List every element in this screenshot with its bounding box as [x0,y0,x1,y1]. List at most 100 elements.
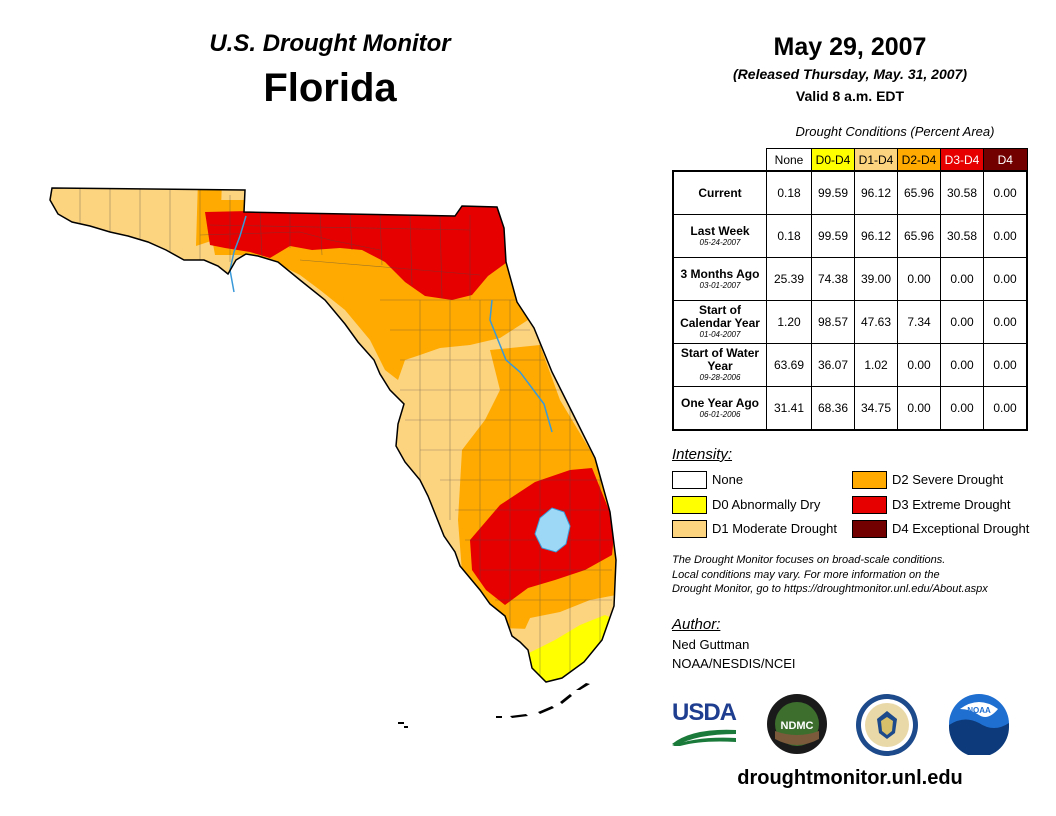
commerce-seal-logo [856,694,918,756]
apalachicola-river [229,215,247,293]
florida-keys [398,683,590,728]
legend-label: D2 Severe Drought [892,472,1004,487]
row-label: Last Week 05-24-2007 [672,214,767,258]
value-cell: 1.02 [854,343,898,387]
table-row: Start of Water Year 09-28-2006 63.69 36.07 1… [672,343,1028,387]
row-date: 01-04-2007 [699,330,741,339]
value-cell: 65.96 [897,170,941,215]
column-header-d3-d4: D3-D4 [940,148,984,172]
value-cell: 99.59 [811,214,855,258]
value-cell: 0.00 [940,386,984,431]
legend-swatch [672,496,707,514]
value-cell: 0.00 [940,257,984,301]
value-cell: 0.00 [983,170,1028,215]
note-line-2: Local conditions may vary. For more info… [672,568,940,581]
author-title: Author: [672,616,721,633]
zone-d3-north [205,205,510,300]
disclaimer-note: The Drought Monitor focuses on broad-sca… [672,553,1042,597]
table-body: Current 0.18 99.59 96.12 65.96 30.58 0.00 Last … [672,170,1028,431]
legend-swatch [852,520,887,538]
column-header-d0-d4: D0-D4 [811,148,855,172]
row-label-text: Start of Water Year [680,346,760,373]
map-date: May 29, 2007 [773,33,927,61]
note-line-1: The Drought Monitor focuses on broad-sca… [672,554,946,566]
st-johns-river [489,299,553,433]
table-row: Current 0.18 99.59 96.12 65.96 30.58 0.00 [672,170,1028,215]
author-org: NOAA/NESDIS/NCEI [672,656,796,671]
value-cell: 0.00 [897,343,941,387]
column-header-row: None D0-D4 D1-D4 D2-D4 D3-D4 D4 [673,148,1028,172]
table-row: One Year Ago 06-01-2006 31.41 68.36 34.75 0.0… [672,386,1028,431]
website-url[interactable]: droughtmonitor.unl.edu [737,767,963,789]
value-cell: 31.41 [766,386,812,431]
florida-drought-map [49,187,617,728]
row-label: One Year Ago 06-01-2006 [672,386,767,431]
value-cell: 7.34 [897,300,941,344]
value-cell: 0.00 [897,257,941,301]
column-header-none: None [766,148,812,172]
value-cell: 74.38 [811,257,855,301]
row-label-text: Last Week [690,223,750,238]
value-cell: 47.63 [854,300,898,344]
row-date: 05-24-2007 [699,237,741,247]
legend-title: Intensity: [672,446,733,463]
noaa-logo-text: NOAA [967,706,991,715]
ndmc-logo-text: NDMC [781,720,814,732]
legend-label: D3 Extreme Drought [892,497,1011,512]
release-date: (Released Thursday, May. 31, 2007) [733,66,967,82]
legend-label: D4 Exceptional Drought [892,521,1030,536]
legend-swatch [852,496,887,514]
value-cell: 63.69 [766,343,812,387]
row-label: 3 Months Ago 03-01-2007 [672,257,767,301]
author-name: Ned Guttman [672,637,750,652]
value-cell: 30.58 [940,170,984,215]
value-cell: 0.00 [983,257,1028,301]
value-cell: 1.20 [766,300,812,344]
row-date: 09-28-2006 [699,373,741,382]
corner-cell [673,149,767,172]
valid-time: Valid 8 a.m. EDT [795,88,905,104]
noaa-logo: NOAA [949,694,1009,755]
value-cell: 34.75 [854,386,898,431]
row-label-text: Current [698,185,742,200]
table-row: 3 Months Ago 03-01-2007 25.39 74.38 39.00 0.0… [672,257,1028,301]
drought-zones [50,188,616,682]
value-cell: 0.18 [766,214,812,258]
legend-swatch [852,471,887,489]
legend-swatch [672,471,707,489]
monitor-title: U.S. Drought Monitor [209,30,451,57]
value-cell: 0.00 [983,300,1028,344]
value-cell: 98.57 [811,300,855,344]
value-cell: 96.12 [854,214,898,258]
note-line-3: Drought Monitor, go to https://droughtmo… [672,583,988,595]
row-label: Start of Calendar Year 01-04-2007 [672,300,767,344]
usda-logo: USDA [672,700,738,750]
row-label-text: One Year Ago [680,395,760,410]
row-label-text: Start of Calendar Year [680,303,760,330]
row-date: 03-01-2007 [699,280,741,290]
value-cell: 39.00 [854,257,898,301]
column-header-d2-d4: D2-D4 [897,148,941,172]
value-cell: 0.00 [983,214,1028,258]
value-cell: 0.00 [897,386,941,431]
column-header-d1-d4: D1-D4 [854,148,898,172]
table-row: Last Week 05-24-2007 0.18 99.59 96.12 65.96 30… [672,214,1028,258]
value-cell: 36.07 [811,343,855,387]
value-cell: 65.96 [897,214,941,258]
lake-okeechobee [534,507,571,553]
value-cell: 0.00 [940,300,984,344]
table-row: Start of Calendar Year 01-04-2007 1.20 98.5… [672,300,1028,344]
ndmc-logo: NDMC [767,694,827,754]
usda-logo-swoosh [672,729,736,746]
value-cell: 0.18 [766,170,812,215]
value-cell: 0.00 [940,343,984,387]
row-label: Start of Water Year 09-28-2006 [672,343,767,387]
legend-label: D0 Abnormally Dry [712,497,821,512]
column-header-d4: D4 [983,148,1028,172]
drought-conditions-table: None D0-D4 D1-D4 D2-D4 D3-D4 D4 Current 0.18 99… [672,148,1028,431]
state-outline [49,187,617,683]
row-label-text: 3 Months Ago [680,266,760,281]
usda-logo-text: USDA [672,699,737,726]
legend-label: None [712,472,744,487]
row-label: Current [672,170,767,215]
